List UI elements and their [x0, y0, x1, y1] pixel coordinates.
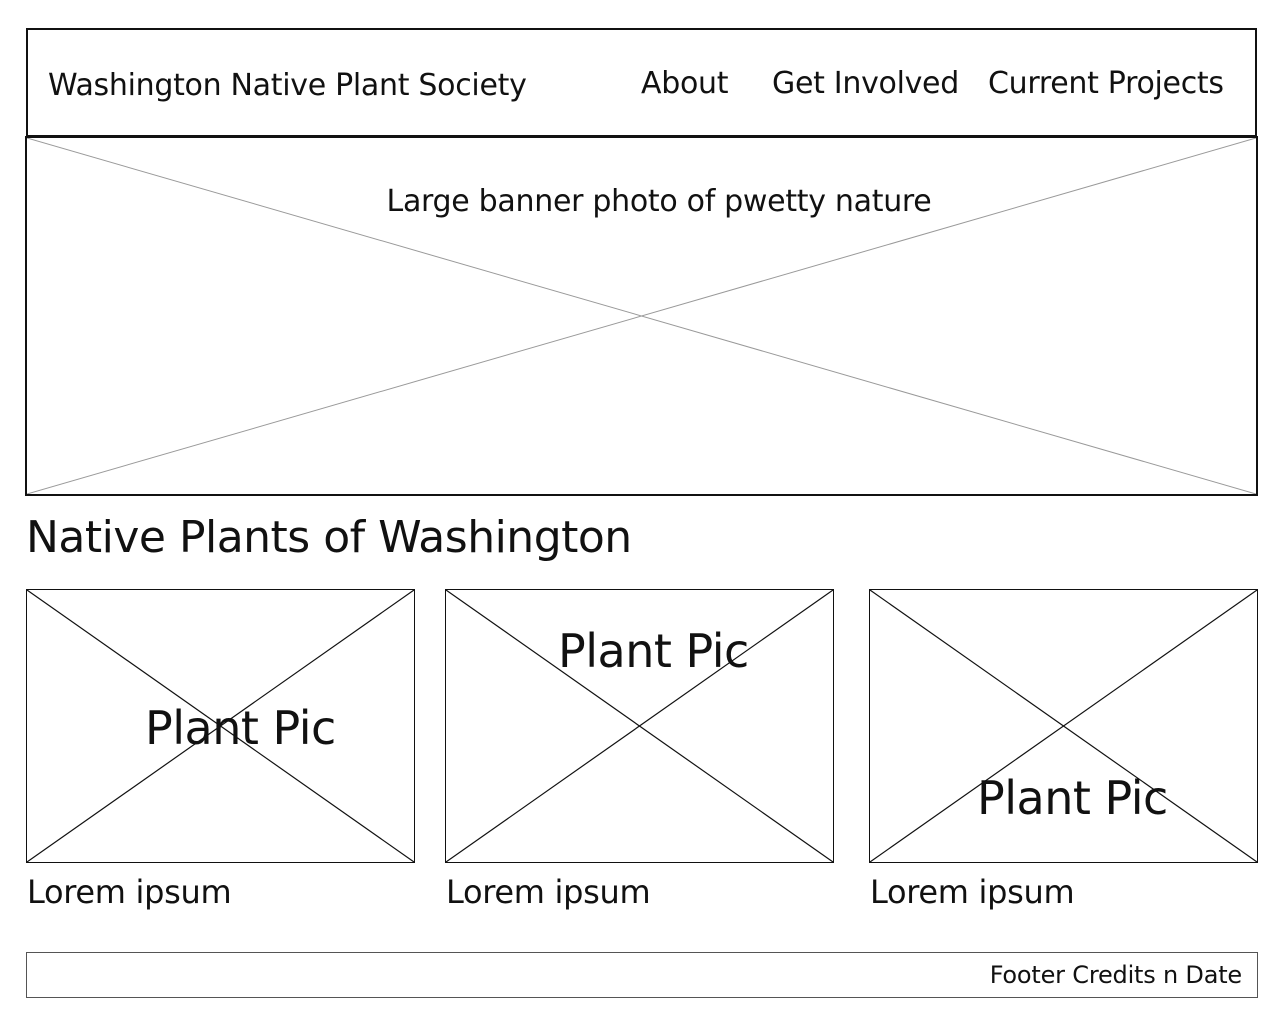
plant-card-image-3[interactable] [869, 589, 1258, 863]
nav-link-get-involved[interactable]: Get Involved [772, 66, 959, 101]
image-placeholder-cross [870, 590, 1257, 862]
site-title[interactable]: Washington Native Plant Society [48, 68, 527, 103]
image-placeholder-cross [446, 590, 833, 862]
footer-credits: Footer Credits n Date [989, 961, 1243, 989]
plant-card-image-label-2: Plant Pic [558, 624, 749, 678]
banner-image-placeholder [25, 136, 1258, 496]
plant-card-image-1[interactable] [26, 589, 415, 863]
plant-card-caption-1[interactable]: Lorem ipsum [27, 873, 232, 911]
banner-placeholder-cross [27, 138, 1256, 494]
plant-card-image-2[interactable] [445, 589, 834, 863]
plant-card-caption-2[interactable]: Lorem ipsum [446, 873, 651, 911]
site-footer [26, 952, 1258, 998]
nav-link-about[interactable]: About [641, 66, 729, 101]
plant-card-caption-3[interactable]: Lorem ipsum [870, 873, 1075, 911]
image-placeholder-cross [27, 590, 414, 862]
nav-link-current-projects[interactable]: Current Projects [988, 66, 1224, 101]
plant-card-image-label-3: Plant Pic [977, 771, 1168, 825]
section-heading: Native Plants of Washington [26, 512, 632, 563]
plant-card-image-label-1: Plant Pic [145, 701, 336, 755]
banner-caption: Large banner photo of pwetty nature [386, 184, 932, 219]
site-header [26, 28, 1257, 137]
